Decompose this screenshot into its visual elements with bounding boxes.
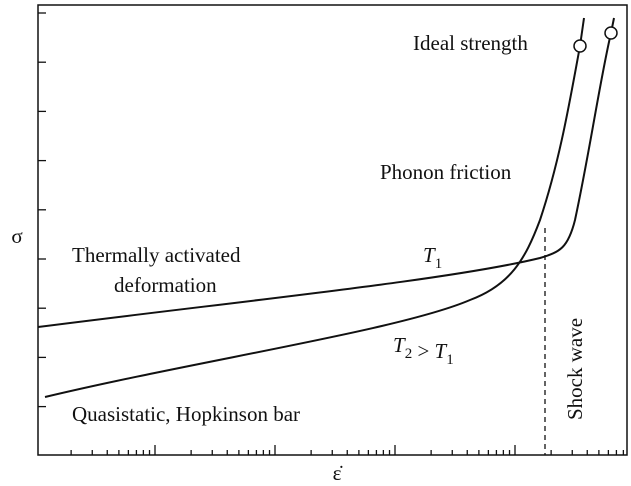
annotation: deformation: [114, 273, 217, 297]
label-part: T: [423, 243, 436, 267]
curve-t2: [44, 17, 585, 398]
axis-ticks: [38, 12, 625, 455]
y-axis-label: σ: [11, 224, 22, 248]
label-subscript: 2: [405, 346, 413, 362]
label-subscript: 1: [435, 256, 443, 272]
annotation: Shock wave: [563, 318, 587, 420]
ideal-point: [604, 26, 618, 40]
annotation: Quasistatic, Hopkinson bar: [72, 402, 300, 426]
annotation: Ideal strength: [413, 31, 528, 55]
x-axis-label: ε̇: [333, 461, 344, 485]
ideal-point: [573, 39, 587, 53]
plot-frame: [37, 4, 628, 456]
label-part: >: [412, 339, 434, 363]
label-subscript: 1: [446, 352, 454, 368]
annotation: Thermally activated: [72, 243, 241, 267]
annotation: Phonon friction: [380, 160, 512, 184]
curve-t1: [37, 17, 615, 328]
label-part: T: [435, 339, 448, 363]
curve-label: T2 > T1: [393, 333, 454, 368]
label-part: T: [393, 333, 406, 357]
curve-label: T1: [423, 243, 442, 272]
